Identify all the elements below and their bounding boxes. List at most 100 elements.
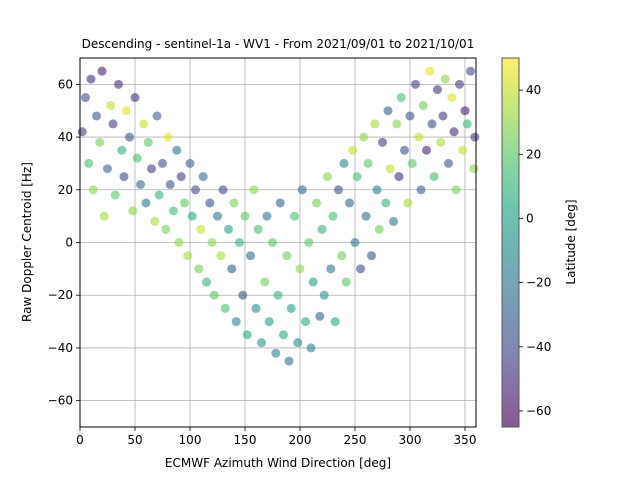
data-point [328,211,338,221]
data-point [411,79,420,89]
data-point [174,238,184,247]
data-point [396,93,406,103]
data-point [108,119,118,129]
data-point [235,238,244,247]
data-point [196,224,206,234]
data-point [337,251,347,261]
data-point [290,211,299,221]
data-point [301,317,310,327]
data-point [77,127,87,137]
data-point [425,66,435,76]
data-point [242,330,252,340]
data-point [323,172,332,182]
colorbar-tick-label: 0 [526,211,534,225]
colorbar-title: Latitude [deg] [564,199,578,284]
data-point [231,317,241,327]
data-point [187,211,197,221]
data-point [352,172,362,182]
data-point [378,137,387,147]
data-point [95,137,105,147]
data-point [438,111,448,121]
data-point [389,216,398,226]
data-point [227,264,237,274]
data-point [341,277,351,287]
data-point [284,356,294,366]
data-point [436,137,446,147]
data-point [117,145,127,155]
data-point [180,198,189,208]
data-point [282,251,292,261]
colorbar [501,57,520,428]
y-axis-ticks: −60 −40 −20 0 20 40 60 [48,77,80,408]
data-point [92,111,101,121]
data-point [198,172,208,182]
data-point [185,158,195,168]
data-point [119,172,129,182]
data-point [422,145,431,155]
data-point [326,264,336,274]
data-point [141,198,151,208]
data-point [97,66,107,76]
data-point [99,211,109,221]
data-point [304,238,314,247]
data-point [103,164,112,174]
data-point [359,132,369,142]
data-points [77,66,480,366]
data-point [218,185,228,195]
data-point [128,206,138,216]
data-point [460,106,470,116]
x-tick-label: 50 [127,433,142,447]
data-point [246,251,255,261]
data-point [121,106,131,116]
data-point [183,251,193,261]
data-point [136,180,145,190]
data-point [176,172,186,182]
colorbar-tick-label: 20 [526,147,541,161]
y-tick-label: −40 [48,341,73,355]
data-point [363,158,373,168]
data-point [224,224,233,234]
data-point [84,158,94,168]
data-point [295,264,305,274]
data-point [416,185,426,195]
data-point [273,290,283,300]
data-point [317,224,327,234]
data-point [213,211,222,221]
data-point [202,277,211,287]
data-point [429,172,439,182]
chart-title: Descending - sentinel-1a - WV1 - From 20… [82,37,475,51]
data-point [147,164,156,174]
data-point [444,158,453,168]
data-point [209,290,219,300]
data-point [315,311,325,321]
data-point [381,198,391,208]
data-point [271,348,281,358]
data-point [405,111,415,121]
data-point [455,79,464,89]
data-point [392,119,402,129]
x-axis-title: ECMWF Azimuth Wind Direction [deg] [165,456,391,470]
colorbar-tick-label: −40 [526,340,551,354]
data-point [339,158,349,168]
data-point [297,185,307,195]
data-point [312,198,321,208]
data-point [447,93,457,103]
data-point [374,224,384,234]
data-point [86,74,96,84]
x-tick-label: 0 [76,433,84,447]
data-point [207,238,217,247]
data-point [308,277,318,287]
data-point [334,185,343,195]
data-point [154,190,164,200]
colorbar-tick-label: −20 [526,276,551,290]
data-point [449,127,459,137]
data-point [165,180,175,190]
data-point [372,185,382,195]
data-point [114,79,123,89]
data-point [161,224,171,234]
x-axis-ticks: 0 50 100 150 200 250 300 350 [76,427,476,447]
data-point [158,158,167,168]
data-point [110,190,120,200]
data-point [470,132,480,142]
data-point [249,185,259,195]
